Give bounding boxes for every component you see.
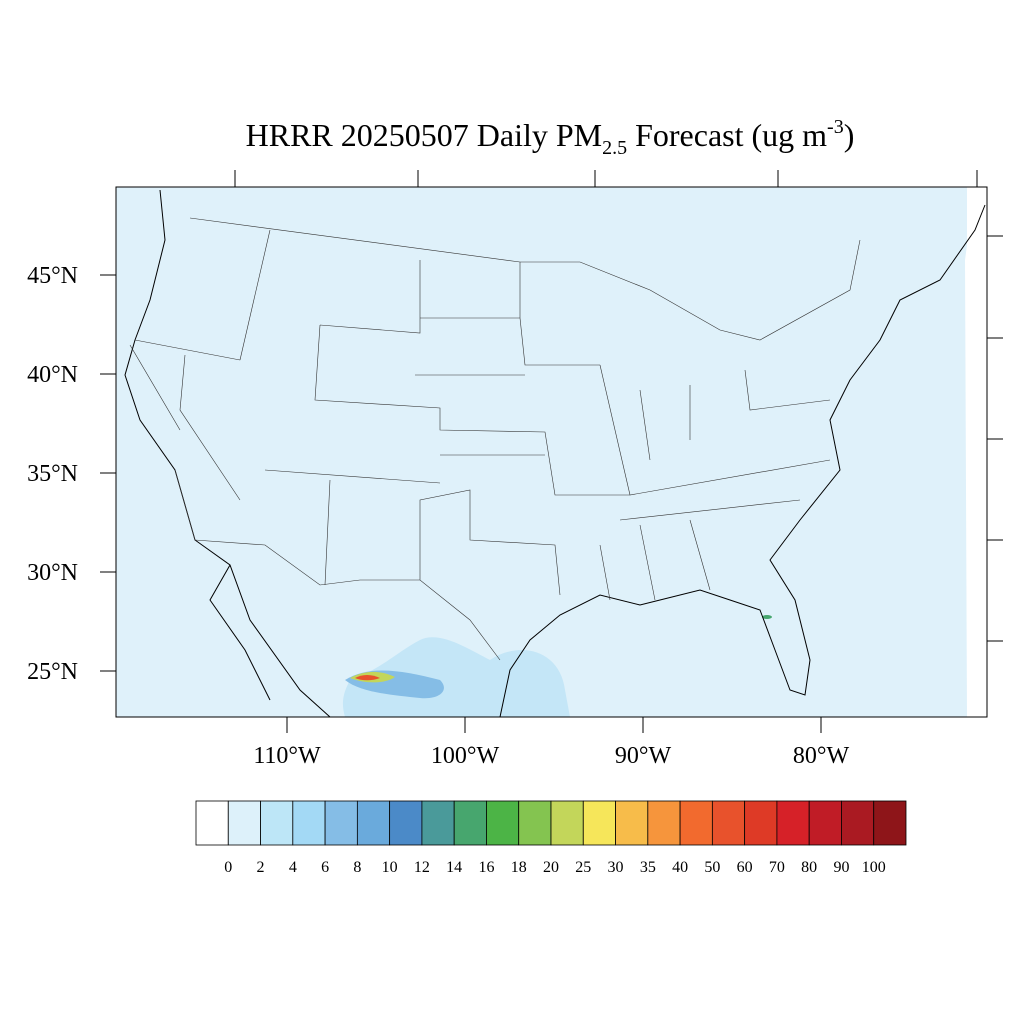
colorbar-label: 20 [543,859,559,876]
lon-label: 110°W [253,743,321,769]
coastline [124,189,986,718]
lon-label: 90°W [615,743,672,769]
title-end: ) [844,117,855,153]
colorbar-box [711,800,746,846]
colorbar-box [195,800,229,846]
colorbar-label: 6 [321,859,329,876]
lat-label: 35°N [27,461,78,487]
colorbar-label: 25 [575,859,591,876]
lon-label: 80°W [793,743,850,769]
lat-label: 25°N [27,659,78,685]
colorbar-label: 18 [511,859,527,876]
colorbar-label: 60 [737,859,753,876]
colorbar-box [486,800,520,846]
smoke-light [342,637,570,717]
map-background [116,187,967,717]
lat-label: 40°N [27,362,78,388]
colorbar-box [356,800,391,846]
lat-label: 30°N [27,560,78,586]
map [115,170,1003,718]
colorbar-box [389,800,423,846]
colorbar-label: 90 [833,859,849,876]
colorbar-box [324,800,358,846]
smoke-spot [762,615,772,619]
colorbar-box [582,800,616,846]
title-main: HRRR 20250507 Daily PM [246,117,602,153]
colorbar-label: 14 [446,859,462,876]
colorbar-label: 10 [382,859,398,876]
colorbar-box [292,800,326,846]
colorbar-box [841,800,875,846]
colorbar-label: 100 [862,859,886,876]
colorbar-label: 80 [801,859,817,876]
lat-label: 45°N [27,263,78,289]
colorbar-box [679,800,713,846]
frame-ticks [234,170,1003,642]
colorbar-box [615,800,649,846]
colorbar-label: 12 [414,859,430,876]
title-subscript: 2.5 [602,137,627,159]
colorbar-box [453,800,487,846]
map-edge [965,187,987,717]
colorbar-box [260,800,294,846]
colorbar-box [421,800,455,846]
colorbar-box [518,800,552,846]
colorbar-box [227,800,261,846]
colorbar: 0 2 4 6 8 10 12 14 16 18 20 25 30 35 40 50 60 70 80 90 100 [195,800,907,876]
colorbar-box [808,800,842,846]
title-middle: Forecast (ug m [627,117,827,153]
colorbar-label: 8 [353,859,361,876]
colorbar-box [873,800,907,846]
colorbar-box [744,800,778,846]
colorbar-label: 30 [608,859,624,876]
state-borders [129,217,861,661]
colorbar-label: 70 [769,859,785,876]
colorbar-label: 16 [478,859,494,876]
colorbar-label: 2 [257,859,265,876]
title-superscript: -3 [827,116,844,138]
colorbar-label: 35 [640,859,656,876]
colorbar-box [647,800,681,846]
smoke-peak [355,675,380,681]
colorbar-label: 4 [289,859,297,876]
lon-label: 100°W [431,743,500,769]
colorbar-label: 40 [672,859,688,876]
colorbar-box [550,800,584,846]
colorbar-box [776,800,810,846]
title: HRRR 20250507 Daily PM2.5 Forecast (ug m… [246,116,855,159]
colorbar-label: 50 [704,859,720,876]
colorbar-label: 0 [224,859,232,876]
map-frame [115,186,988,718]
